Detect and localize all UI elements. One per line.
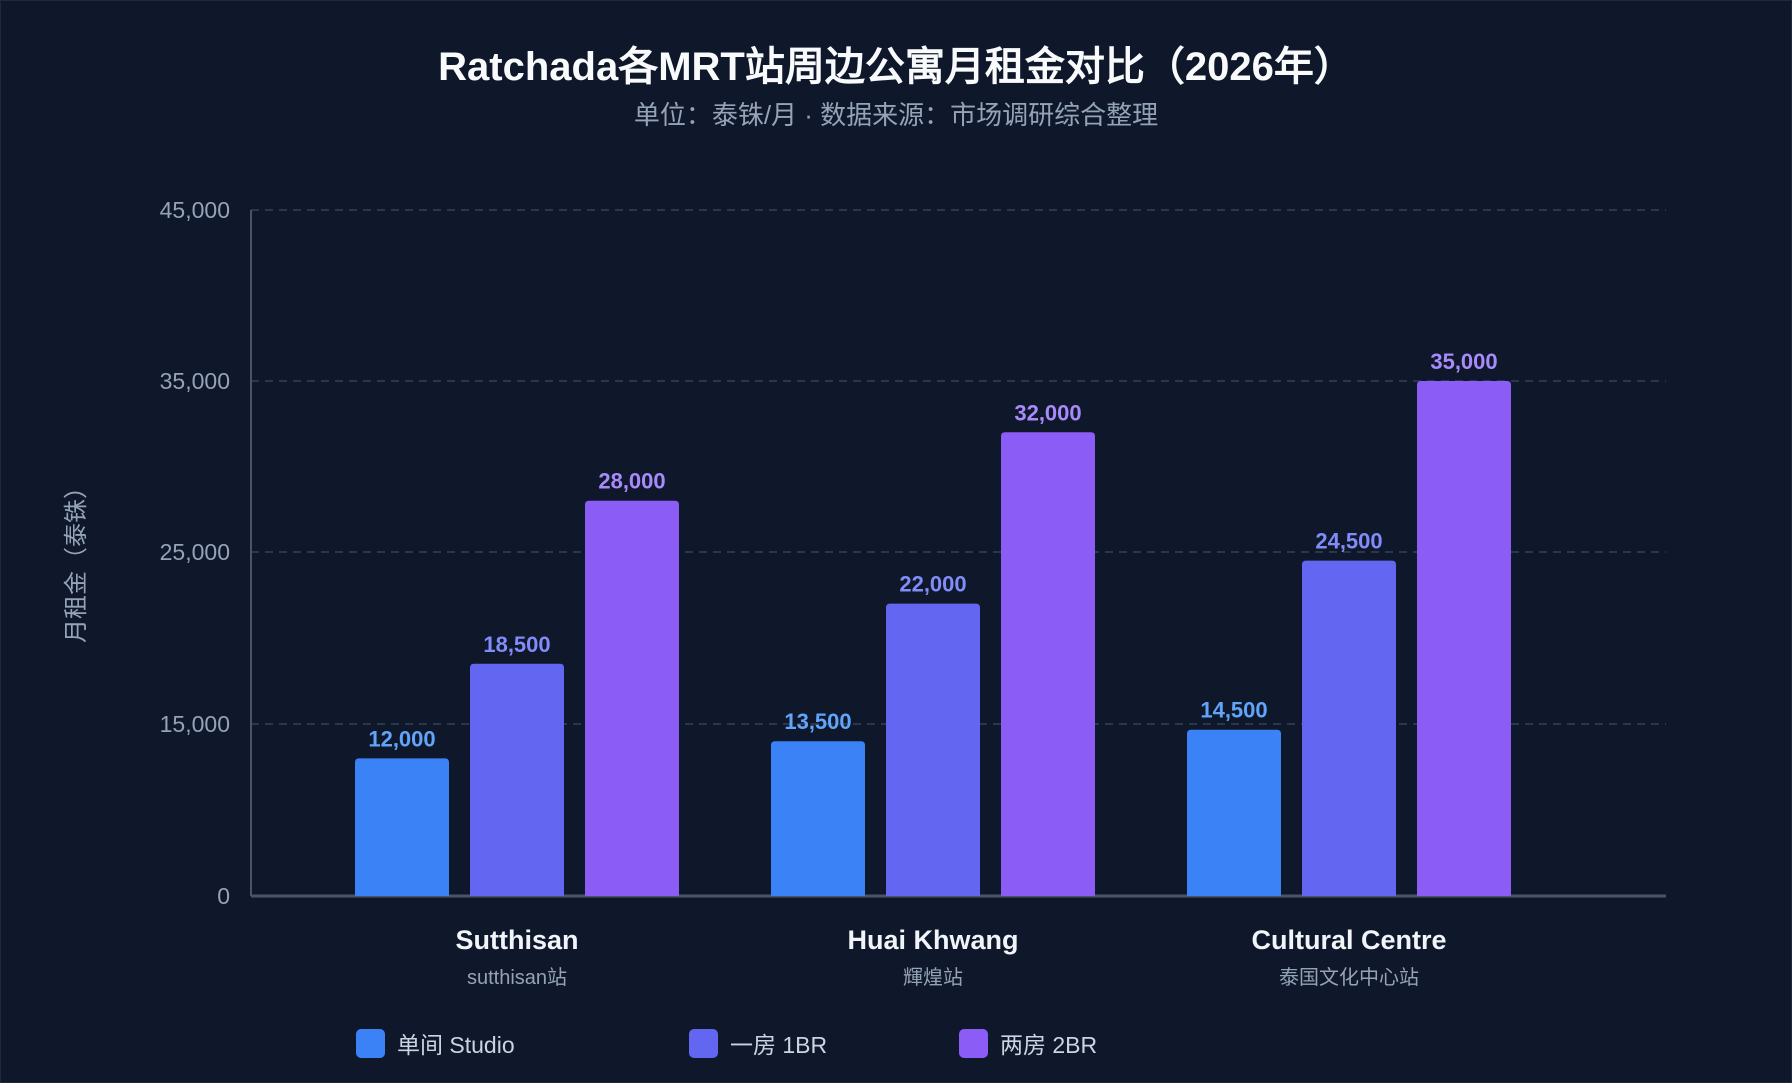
legend-item-2br[interactable]: 两房 2BR (959, 1028, 1097, 1058)
bar (1001, 432, 1095, 896)
y-tick-label: 45,000 (160, 197, 230, 223)
bar-value-label: 12,000 (368, 726, 435, 751)
bar (1187, 729, 1281, 896)
bar-value-label: 24,500 (1315, 529, 1382, 554)
legend-item-1br[interactable]: 一房 1BR (689, 1028, 827, 1058)
legend-swatch-2br (959, 1028, 988, 1058)
bar-value-label: 14,500 (1200, 698, 1267, 723)
bar-value-label: 18,500 (483, 632, 550, 657)
bar-value-label: 28,000 (598, 469, 665, 494)
x-category-label: Sutthisan (455, 925, 578, 955)
bar (470, 663, 564, 896)
y-tick-label: 0 (217, 883, 230, 909)
x-category-label: Cultural Centre (1251, 925, 1446, 955)
bar-value-label: 35,000 (1430, 349, 1497, 374)
bar (585, 500, 679, 896)
x-category-sublabel: sutthisan站 (467, 966, 567, 989)
legend: 单间 Studio 一房 1BR 两房 2BR (1, 1028, 1791, 1058)
y-tick-label: 15,000 (160, 711, 230, 737)
bar-value-label: 32,000 (1014, 400, 1081, 425)
bar (1417, 381, 1511, 896)
legend-swatch-studio (356, 1028, 385, 1058)
legend-label-2br: 两房 2BR (1000, 1032, 1098, 1058)
bar-value-label: 22,000 (899, 572, 966, 597)
bar (886, 603, 980, 896)
x-category-sublabel: 泰国文化中心站 (1279, 966, 1419, 989)
x-category-sublabel: 輝煌站 (903, 966, 963, 989)
legend-item-studio[interactable]: 单间 Studio (356, 1028, 515, 1058)
x-category-label: Huai Khwang (847, 925, 1018, 955)
bar (771, 741, 865, 896)
legend-swatch-1br (689, 1028, 718, 1058)
legend-label-1br: 一房 1BR (730, 1032, 828, 1058)
y-tick-label: 25,000 (160, 539, 230, 565)
y-tick-label: 35,000 (160, 368, 230, 394)
chart-subtitle: 单位：泰铢/月 · 数据来源：市场调研综合整理 (633, 100, 1159, 130)
bar (1302, 560, 1396, 896)
bar-value-label: 13,500 (784, 709, 851, 734)
legend-label-studio: 单间 Studio (397, 1032, 515, 1058)
y-axis-title: 月租金（泰铢） (63, 475, 90, 643)
chart-title: Ratchada各MRT站周边公寓月租金对比（2026年） (438, 45, 1354, 89)
bar (355, 758, 449, 896)
